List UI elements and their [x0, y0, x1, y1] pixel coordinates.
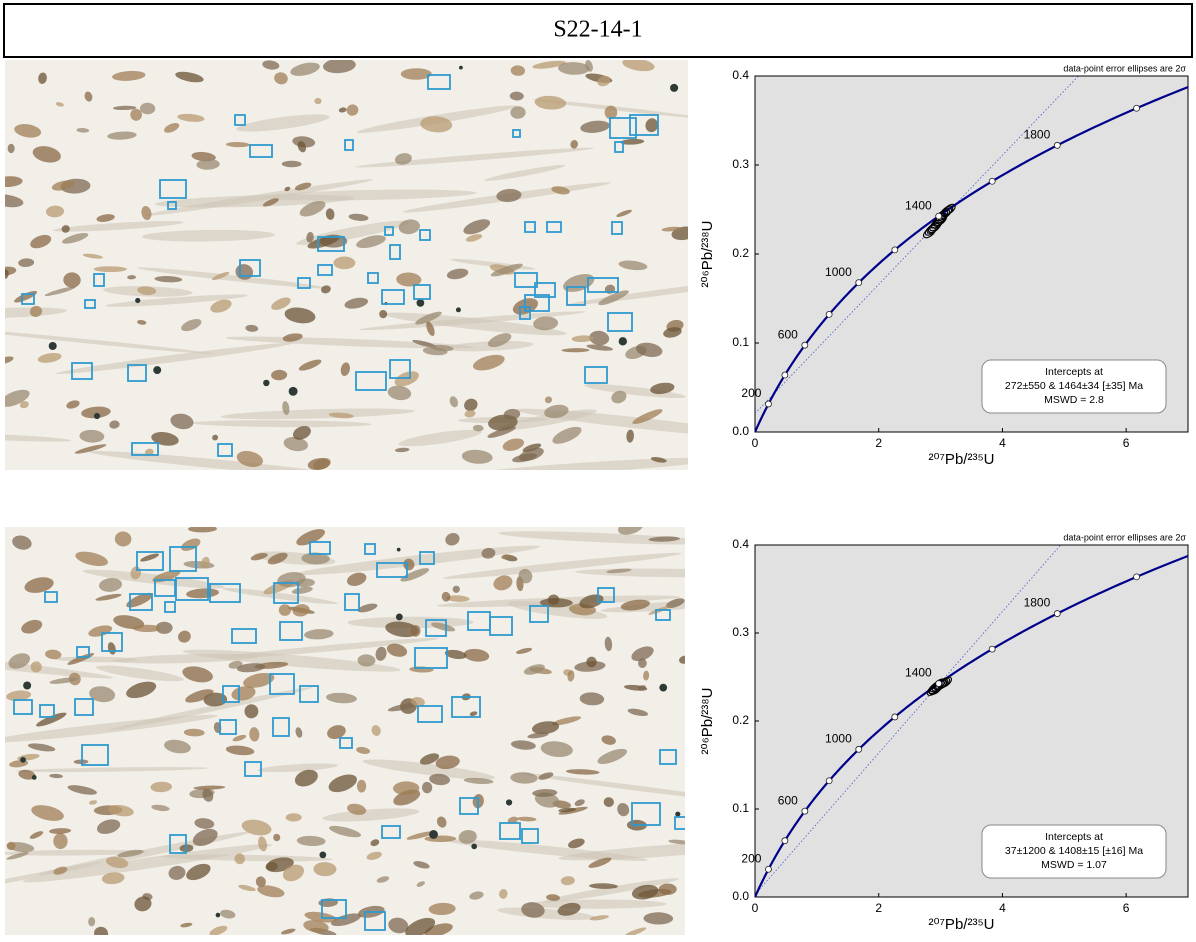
x-tick-label: 6	[1123, 436, 1130, 450]
age-marker	[802, 342, 808, 348]
age-label: 1400	[905, 666, 932, 680]
opaque-grain	[670, 84, 678, 92]
opaque-grain	[94, 413, 100, 419]
x-tick-label: 2	[875, 436, 882, 450]
age-marker	[989, 178, 995, 184]
x-tick-label: 6	[1123, 901, 1130, 915]
chart-note: data-point error ellipses are 2σ	[1063, 63, 1186, 73]
opaque-grain	[397, 548, 401, 552]
age-marker	[892, 714, 898, 720]
intercept-text: MSWD = 1.07	[1041, 859, 1107, 871]
opaque-grain	[506, 799, 512, 805]
age-marker	[1054, 611, 1060, 617]
opaque-grain	[153, 366, 161, 374]
age-label: 1800	[1024, 127, 1051, 141]
age-label: 1000	[825, 732, 852, 746]
opaque-grain	[20, 757, 26, 763]
y-tick-label: 0.4	[732, 537, 749, 551]
age-label: 600	[778, 793, 798, 807]
concordia-charts: data-point error ellipses are 2σ02460.00…	[699, 0, 1192, 933]
chart-note: data-point error ellipses are 2σ	[1063, 532, 1186, 542]
age-marker	[936, 213, 942, 219]
age-label: 1000	[825, 265, 852, 279]
age-marker	[1134, 105, 1140, 111]
figure-title: S22-14-1	[553, 17, 642, 43]
opaque-grain	[396, 613, 403, 620]
y-tick-label: 0.2	[732, 246, 749, 260]
age-marker	[802, 808, 808, 814]
mineral-grain	[659, 884, 677, 895]
age-label: 600	[778, 327, 798, 341]
age-marker	[826, 311, 832, 317]
age-marker	[989, 646, 995, 652]
photomicrographs	[0, 56, 767, 937]
age-marker	[765, 401, 771, 407]
age-label: 1800	[1024, 596, 1051, 610]
opaque-grain	[619, 337, 627, 345]
age-label: 200	[741, 386, 761, 400]
opaque-grain	[32, 775, 37, 780]
opaque-grain	[459, 66, 463, 70]
concordia-chart: data-point error ellipses are 2σ 0 2 4 6 0.0 0…	[699, 0, 1192, 468]
mineral-grain	[333, 256, 355, 269]
mineral-grain	[8, 144, 15, 153]
y-tick-label: 0.1	[732, 801, 749, 815]
age-marker	[936, 681, 942, 687]
opaque-grain	[135, 298, 140, 303]
concordia-chart: data-point error ellipses are 2σ02460.00…	[699, 399, 1192, 933]
age-marker	[782, 372, 788, 378]
opaque-grain	[659, 684, 667, 692]
x-tick-label: 0	[752, 901, 759, 915]
age-marker	[856, 746, 862, 752]
x-axis-label: ²⁰⁷Pb/²³⁵U	[929, 451, 995, 468]
age-marker	[782, 838, 788, 844]
x-tick-label: 4	[999, 901, 1006, 915]
intercept-text: Intercepts at	[1045, 831, 1103, 843]
opaque-grain	[216, 913, 221, 918]
y-tick-label: 0.0	[732, 424, 749, 438]
opaque-grain	[456, 307, 461, 312]
age-marker	[856, 280, 862, 286]
x-axis-label: ²⁰⁷Pb/²³⁵U	[929, 916, 995, 933]
opaque-grain	[416, 299, 424, 307]
intercept-text: 272±550 & 1464±34 [±35] Ma	[1005, 380, 1143, 392]
y-tick-label: 0.4	[732, 68, 749, 82]
y-tick-label: 0.1	[732, 335, 749, 349]
y-axis-label: ²⁰⁶Pb/²³⁸U	[699, 688, 716, 755]
opaque-grain	[319, 851, 326, 858]
opaque-grain	[49, 342, 57, 350]
age-label: 200	[741, 851, 761, 865]
age-marker	[1134, 574, 1140, 580]
x-tick-label: 4	[999, 436, 1006, 450]
mineral-grain	[88, 917, 95, 926]
y-tick-label: 0.3	[732, 625, 749, 639]
y-tick-label: 0.0	[732, 889, 749, 903]
intercept-text: Intercepts at	[1045, 366, 1103, 378]
y-tick-label: 0.3	[732, 157, 749, 171]
opaque-grain	[289, 387, 298, 396]
x-tick-label: 0	[752, 436, 759, 450]
age-marker	[765, 866, 771, 872]
opaque-grain	[23, 681, 31, 689]
x-tick-label: 2	[875, 901, 882, 915]
opaque-grain	[263, 380, 269, 386]
age-marker	[826, 778, 832, 784]
age-marker	[892, 247, 898, 253]
intercept-text: 37±1200 & 1408±15 [±16] Ma	[1005, 845, 1143, 857]
age-marker	[1054, 142, 1060, 148]
mineral-grain	[286, 813, 302, 821]
figure: S22-14-1 data-point error ellipses are 2…	[0, 0, 1196, 937]
intercept-text: MSWD = 2.8	[1044, 394, 1104, 406]
y-axis-label: ²⁰⁶Pb/²³⁸U	[699, 221, 716, 288]
y-tick-label: 0.2	[732, 713, 749, 727]
opaque-grain	[429, 830, 438, 839]
mineral-grain	[357, 780, 366, 793]
opaque-grain	[675, 812, 680, 817]
photomicrograph	[0, 56, 767, 481]
photomicrograph	[0, 516, 766, 937]
age-label: 1400	[905, 198, 932, 212]
opaque-grain	[471, 844, 477, 850]
